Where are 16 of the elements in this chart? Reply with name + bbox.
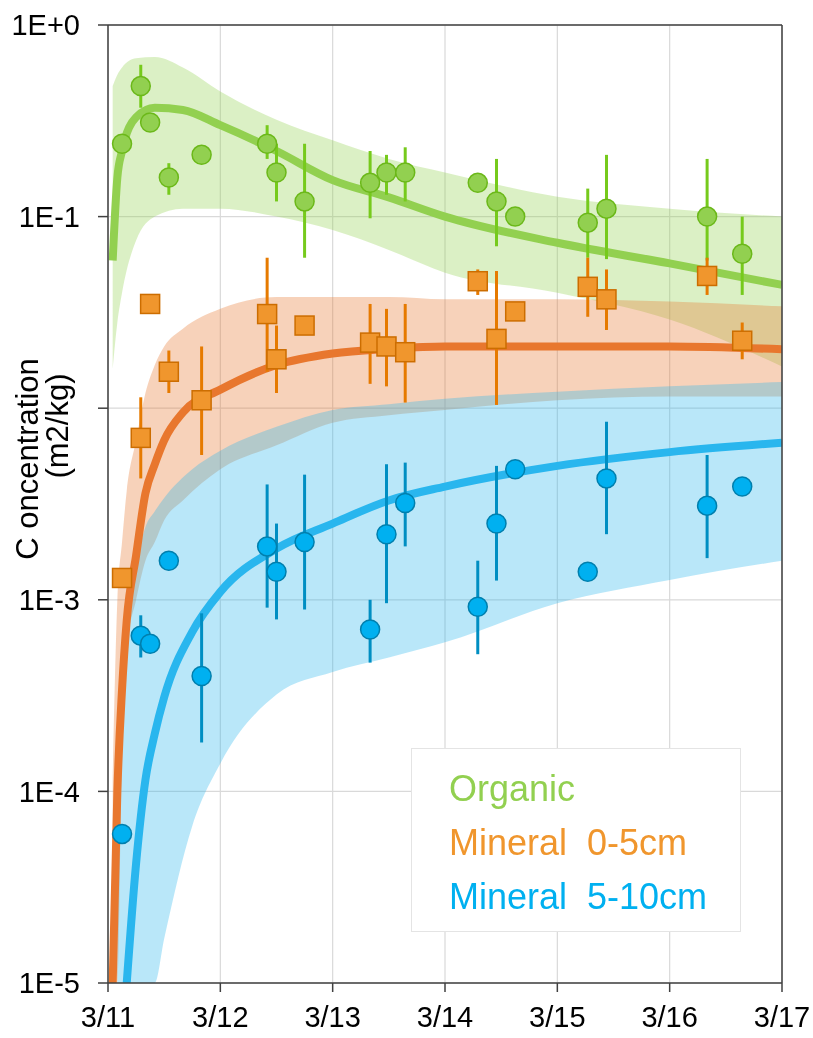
y-tick-label: 1E-5 bbox=[18, 967, 80, 1000]
x-tick-label: 3/15 bbox=[529, 1000, 586, 1033]
x-tick-label: 3/11 bbox=[80, 1000, 136, 1033]
y-tick-label: 1E-1 bbox=[18, 200, 80, 233]
text: Organic bbox=[448, 767, 576, 811]
y-tick-label: 1E-3 bbox=[18, 584, 80, 617]
x-tick-label: 3/12 bbox=[192, 1000, 249, 1033]
y-tick-label: 1E+0 bbox=[11, 9, 80, 42]
y-axis-title: C oncentration (m2/kg) bbox=[9, 358, 75, 560]
y-tick-label: 1E-4 bbox=[18, 775, 80, 808]
x-tick-label: 3/17 bbox=[753, 1000, 811, 1033]
text: Mineral 0-5cm bbox=[448, 821, 688, 865]
x-tick-label: 3/13 bbox=[304, 1000, 361, 1033]
x-tick-label: 3/16 bbox=[641, 1000, 698, 1033]
text: Mineral 5-10cm bbox=[448, 875, 707, 919]
x-tick-label: 3/14 bbox=[416, 1000, 474, 1033]
